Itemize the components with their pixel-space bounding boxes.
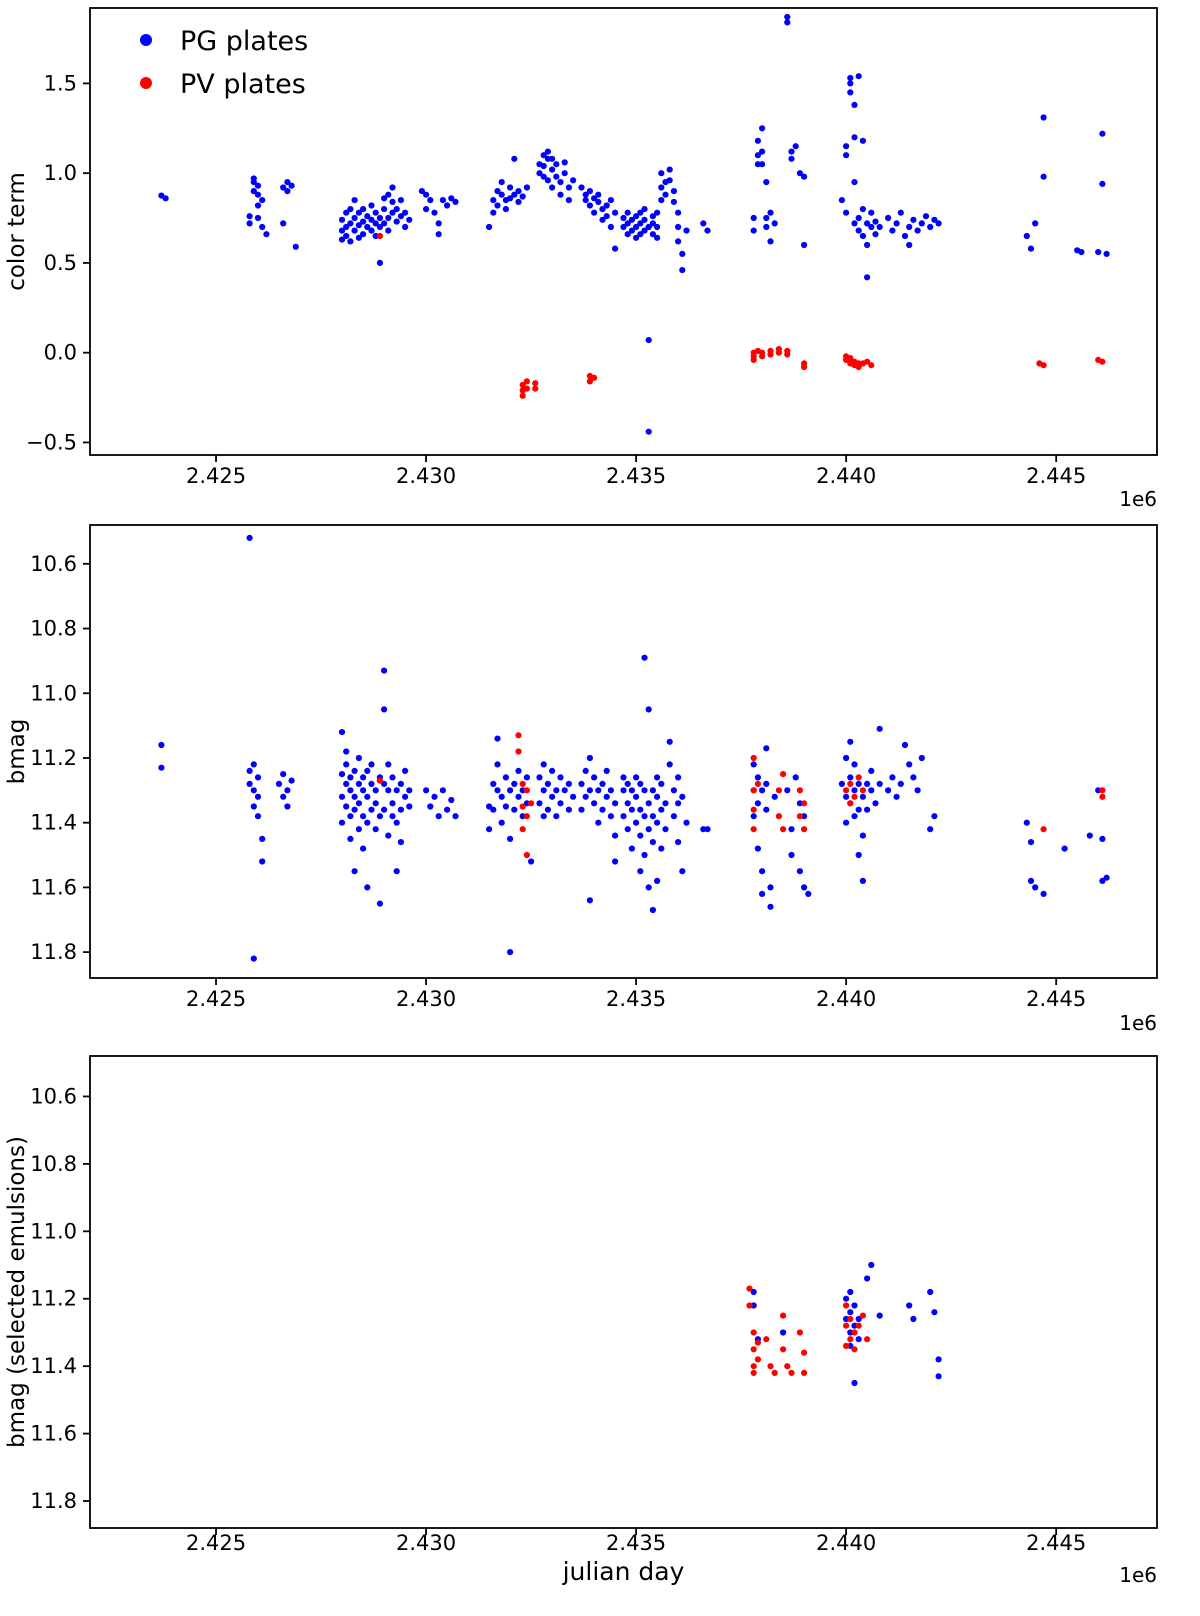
x-tick-label: 2.425 [186,987,246,1011]
y-tick-label: 11.4 [30,1354,77,1378]
y-tick-label: 11.6 [30,1422,77,1446]
y-tick-label: 11.0 [30,1219,77,1243]
y-tick-label: 10.8 [30,1152,77,1176]
legend: PG plates PV plates [140,26,308,100]
y-tick-label: 11.8 [30,940,77,964]
y-tick-label: 0.0 [44,341,77,365]
y-axis-label: bmag [4,719,30,785]
panel-1: 10.6 10.8 11.0 11.2 11.4 11.6 11.8 2.425 2.430 2.… [4,524,1158,1035]
x-tick-label: 2.425 [186,464,246,488]
x-axis-offset-label: 1e6 [1119,487,1157,511]
axes-frame [89,7,1158,456]
axes-frame [89,524,1158,979]
y-tick-label: 11.6 [30,875,77,899]
x-tick-label: 2.430 [396,464,456,488]
y-tick-label: 1.5 [44,71,77,95]
axes-frame [89,1055,1158,1529]
y-tick-label: 11.2 [30,1287,77,1311]
x-tick-label: 2.445 [1026,464,1086,488]
y-tick-label: 11.2 [30,746,77,770]
y-axis-label: bmag (selected emulsions) [4,1136,30,1448]
panel-0: −0.5 0.0 0.5 1.0 1.5 2.425 2.430 2.435 2.440 2.44… [4,7,1158,511]
x-tick-label: 2.440 [816,1531,876,1555]
pv-points-layer [746,1285,871,1376]
pv-points-layer [376,732,1106,859]
legend-marker-pg [140,34,152,46]
y-tick-label: 11.8 [30,1489,77,1513]
y-tick-label: 10.8 [30,617,77,641]
y-tick-label: 11.4 [30,811,77,835]
y-tick-label: 0.5 [44,251,77,275]
x-axis-offset-label: 1e6 [1119,1011,1157,1035]
y-axis-label: color term [4,172,30,291]
x-tick-label: 2.430 [396,1531,456,1555]
pv-points-layer [376,232,1106,399]
y-tick-label: 1.0 [44,161,77,185]
pg-points-layer [158,13,1110,435]
x-tick-label: 2.435 [606,1531,666,1555]
x-axis-label: julian day [562,1557,685,1586]
panel-2: 10.6 10.8 11.0 11.2 11.4 11.6 11.8 2.425 2.430 2.… [4,1055,1158,1587]
y-tick-label: 11.0 [30,681,77,705]
legend-label: PV plates [180,69,306,100]
y-tick-label: 10.6 [30,552,77,576]
x-tick-label: 2.435 [606,464,666,488]
x-axis-offset-label: 1e6 [1119,1563,1157,1587]
x-tick-label: 2.430 [396,987,456,1011]
x-tick-label: 2.435 [606,987,666,1011]
x-tick-label: 2.425 [186,1531,246,1555]
y-tick-label: 10.6 [30,1084,77,1108]
legend-marker-pv [140,77,152,89]
x-tick-label: 2.440 [816,987,876,1011]
legend-label: PG plates [180,26,308,57]
pg-points-layer [158,534,1110,962]
x-tick-label: 2.440 [816,464,876,488]
y-tick-label: −0.5 [26,430,77,454]
x-tick-label: 2.445 [1026,1531,1086,1555]
x-tick-label: 2.445 [1026,987,1086,1011]
